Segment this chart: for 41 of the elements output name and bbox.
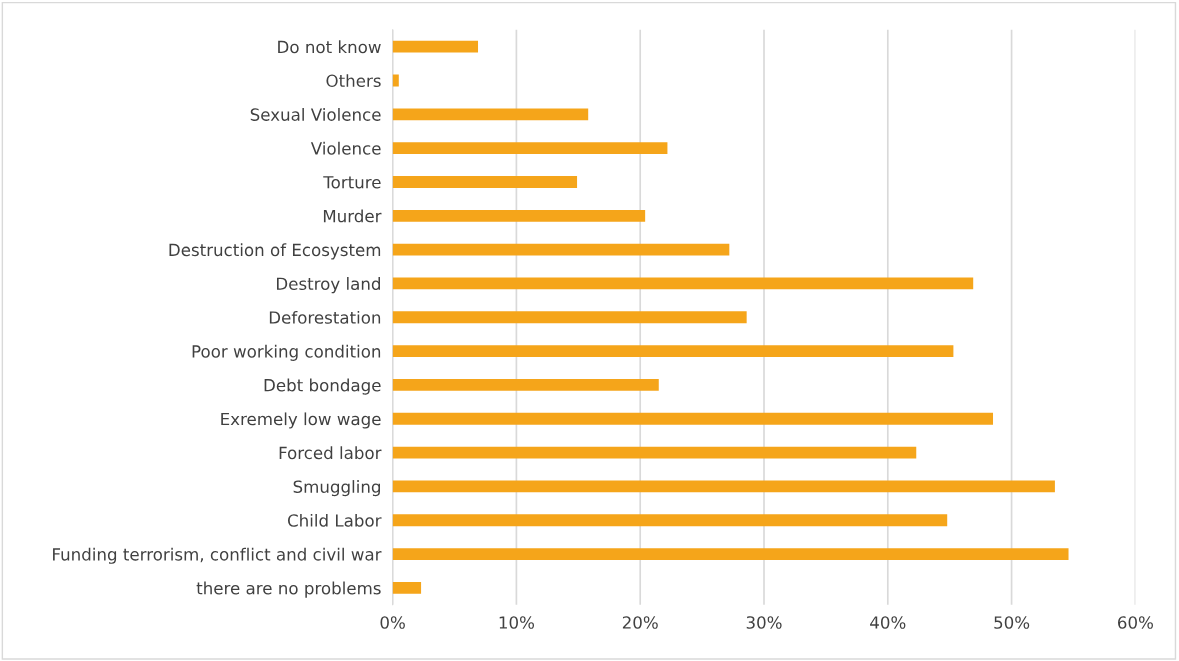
bar bbox=[392, 74, 399, 87]
y-tick-label: there are no problems bbox=[196, 581, 381, 598]
bar bbox=[392, 311, 747, 324]
bar bbox=[392, 209, 646, 222]
y-tick-label: Torture bbox=[323, 176, 381, 189]
y-tick-label: Deforestation bbox=[269, 310, 381, 324]
y-tick-label: Smuggling bbox=[293, 480, 380, 497]
y-tick-label: Destruction of Ecosystem bbox=[169, 243, 381, 260]
y-tick-label: Violence bbox=[310, 141, 381, 155]
y-tick-label: Murder bbox=[323, 209, 382, 223]
x-tick-label: 50% bbox=[994, 616, 1030, 629]
bar bbox=[392, 345, 954, 358]
bar bbox=[392, 514, 948, 527]
bar bbox=[392, 108, 589, 121]
y-tick-label: Child Labor bbox=[287, 513, 382, 527]
y-tick-label: Do not know bbox=[278, 40, 381, 54]
bar bbox=[392, 176, 578, 188]
y-tick-label: Destroy land bbox=[277, 277, 380, 294]
y-tick-label: Sexual Violence bbox=[250, 107, 381, 121]
x-tick-label: 60% bbox=[1118, 616, 1153, 629]
y-tick-label: Forced labor bbox=[279, 446, 382, 460]
x-tick-label: 20% bbox=[622, 616, 658, 629]
x-tick-label: 30% bbox=[746, 616, 782, 629]
y-tick-label: Funding terrorism, conflict and civil war bbox=[53, 547, 382, 564]
x-tick-label: 40% bbox=[870, 616, 906, 629]
bar bbox=[392, 243, 730, 256]
bar bbox=[392, 379, 659, 391]
bar bbox=[392, 142, 668, 155]
y-tick-label: Poor working condition bbox=[192, 344, 381, 361]
bar bbox=[392, 40, 479, 53]
y-tick-label: Debt bondage bbox=[264, 378, 381, 395]
bar bbox=[392, 412, 994, 425]
y-tick-label: Others bbox=[326, 74, 381, 88]
bar bbox=[392, 548, 1069, 560]
x-tick-label: 10% bbox=[499, 616, 534, 629]
bar bbox=[392, 480, 1055, 493]
bar bbox=[392, 581, 422, 594]
bar bbox=[392, 446, 917, 459]
bar bbox=[392, 277, 974, 290]
x-tick-label: 0% bbox=[380, 616, 405, 629]
y-tick-label: Exremely low wage bbox=[221, 412, 381, 429]
